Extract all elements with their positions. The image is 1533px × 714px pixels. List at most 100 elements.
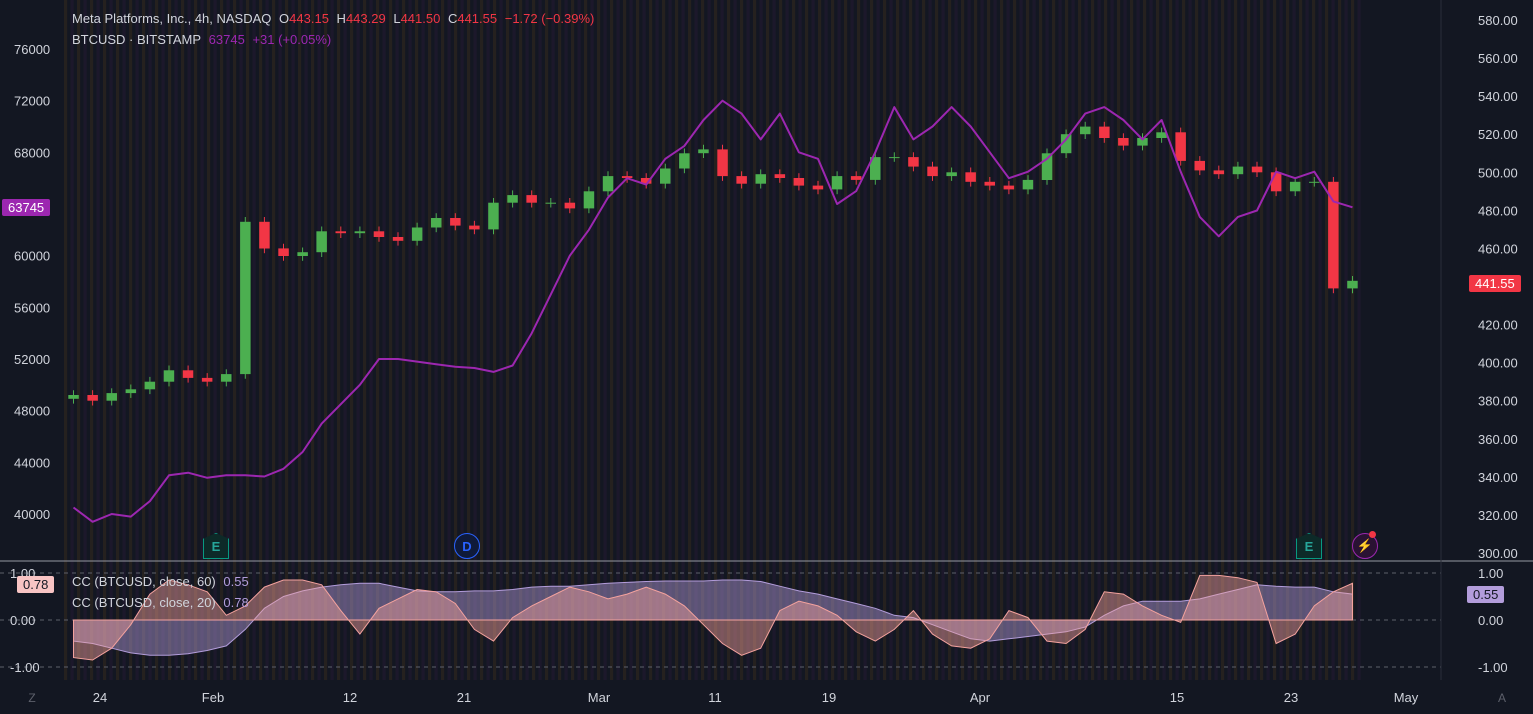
session-stripe [1286,0,1290,680]
lightning-event-icon[interactable]: ⚡ [1352,533,1378,559]
cc-axis-tick-right: 0.00 [1478,613,1503,628]
candle-body [240,221,251,375]
dividend-marker[interactable]: D [454,533,480,559]
session-stripe [376,0,380,680]
candle-body [640,178,652,184]
cc60-legend[interactable]: CC (BTCUSD, close, 60) 0.55 [72,574,253,589]
session-stripe [363,0,367,680]
session-stripe [1045,0,1049,680]
cc20-legend[interactable]: CC (BTCUSD, close, 20) 0.78 [72,595,253,610]
session-stripe [109,0,113,680]
session-stripe [915,0,919,680]
session-stripe [434,0,438,680]
session-stripe [1032,0,1036,680]
session-stripe [1312,0,1316,680]
session-stripe [727,0,731,680]
candle-body [984,181,995,186]
compare-name[interactable]: BTCUSD · BITSTAMP [72,32,202,47]
earnings-marker[interactable]: E [203,533,229,559]
earnings-marker-upcoming[interactable]: E [1296,533,1322,559]
session-stripe [512,0,516,680]
session-stripe [545,0,549,680]
time-axis: 24 Feb 12 21 Mar 11 19 Apr 15 23 May Z A [0,680,1533,714]
session-stripe [909,0,913,680]
candle-body [1060,134,1072,154]
session-stripe [1091,0,1095,680]
session-stripe [779,0,783,680]
session-stripe [655,0,659,680]
meta-axis-tick: 360.00 [1478,432,1518,447]
session-stripe [610,0,614,680]
btc-axis-tick: 76000 [14,42,50,57]
compare-legend[interactable]: BTCUSD · BITSTAMP 63745 +31 (+0.05%) [72,32,335,47]
session-stripe [707,0,711,680]
session-stripe [668,0,672,680]
candle-body [679,153,690,169]
session-stripe [1104,0,1108,680]
session-stripe [148,0,152,680]
session-stripe [837,0,841,680]
btc-last-price-badge: 63745 [2,199,51,216]
session-stripe [1000,0,1004,680]
session-stripe [954,0,958,680]
symbol-name[interactable]: Meta Platforms, Inc., 4h, NASDAQ [72,11,272,26]
symbol-legend[interactable]: Meta Platforms, Inc., 4h, NASDAQ O443.15… [72,11,598,26]
candle-body [1080,126,1091,135]
session-stripe [642,0,646,680]
candle-body [850,176,862,180]
cc60-name[interactable]: CC (BTCUSD, close, 60) [72,574,216,589]
high-label: H [336,11,346,26]
candle-body [392,237,404,241]
candle-body [736,176,747,184]
open-value: 443.15 [289,11,329,26]
session-stripe [1331,0,1335,680]
session-stripe [649,0,653,680]
session-stripe [278,0,282,680]
session-stripe [90,0,94,680]
session-stripe [629,0,633,680]
compare-value: 63745 [208,32,245,47]
session-stripe [1299,0,1303,680]
session-stripe [993,0,997,680]
session-stripe [896,0,900,680]
session-stripe [1292,0,1296,680]
candle-body [602,176,614,192]
cc20-name[interactable]: CC (BTCUSD, close, 20) [72,595,216,610]
session-stripe [798,0,802,680]
correlation-pane [73,574,1353,661]
candle-body [354,231,366,234]
session-stripe [688,0,692,680]
session-stripe [226,0,230,680]
session-stripe [1273,0,1277,680]
session-stripe [174,0,178,680]
session-stripe [928,0,932,680]
cc20-area [73,574,1353,661]
session-stripe [265,0,269,680]
session-stripe [129,0,133,680]
session-stripe [824,0,828,680]
session-stripe [382,0,386,680]
session-stripe [1156,0,1160,680]
session-stripe [369,0,373,680]
meta-last-price-badge: 441.55 [1469,275,1521,292]
session-stripe [1208,0,1212,680]
candle-body [297,252,308,256]
session-stripe [961,0,965,680]
earnings-letter: E [211,538,221,554]
time-axis-background [0,680,1533,714]
session-stripe [538,0,542,680]
session-stripe [902,0,906,680]
session-stripe [142,0,146,680]
candle-body [1175,132,1186,161]
session-stripe [311,0,315,680]
session-stripe [597,0,601,680]
meta-axis-tick: 520.00 [1478,127,1518,142]
time-axis-tick: 21 [457,690,471,705]
time-axis-corner-right: A [1498,691,1506,705]
meta-axis-tick: 580.00 [1478,13,1518,28]
session-stripe [506,0,510,680]
btc-axis-tick: 56000 [14,300,50,315]
session-stripe [980,0,984,680]
session-stripe [818,0,822,680]
